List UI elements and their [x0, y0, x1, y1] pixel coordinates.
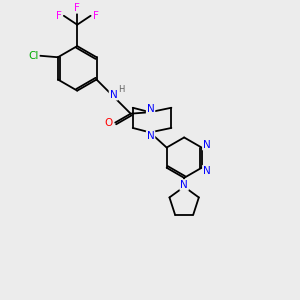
- Text: N: N: [180, 180, 188, 190]
- Text: N: N: [147, 104, 154, 114]
- Text: Cl: Cl: [28, 51, 39, 61]
- Text: H: H: [118, 85, 124, 94]
- Text: F: F: [74, 3, 80, 13]
- Text: O: O: [104, 118, 112, 128]
- Text: F: F: [93, 11, 99, 21]
- Text: N: N: [203, 166, 211, 176]
- Text: N: N: [203, 140, 211, 150]
- Text: N: N: [147, 131, 154, 141]
- Text: N: N: [110, 90, 117, 100]
- Text: F: F: [56, 11, 62, 21]
